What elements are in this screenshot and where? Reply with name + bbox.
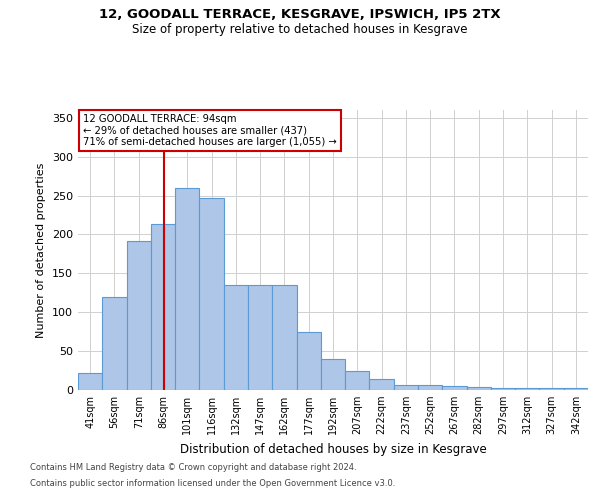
Bar	[491, 388, 515, 390]
Text: Contains public sector information licensed under the Open Government Licence v3: Contains public sector information licen…	[30, 478, 395, 488]
Bar	[224, 285, 248, 390]
Bar	[296, 332, 321, 390]
Text: Size of property relative to detached houses in Kesgrave: Size of property relative to detached ho…	[132, 22, 468, 36]
Text: 12, GOODALL TERRACE, KESGRAVE, IPSWICH, IP5 2TX: 12, GOODALL TERRACE, KESGRAVE, IPSWICH, …	[99, 8, 501, 20]
Bar	[321, 359, 345, 390]
Bar	[515, 388, 539, 390]
Bar	[418, 386, 442, 390]
Bar	[467, 387, 491, 390]
Y-axis label: Number of detached properties: Number of detached properties	[37, 162, 46, 338]
Bar	[127, 240, 151, 390]
Text: 12 GOODALL TERRACE: 94sqm
← 29% of detached houses are smaller (437)
71% of semi: 12 GOODALL TERRACE: 94sqm ← 29% of detac…	[83, 114, 337, 148]
Text: Contains HM Land Registry data © Crown copyright and database right 2024.: Contains HM Land Registry data © Crown c…	[30, 464, 356, 472]
Bar	[345, 372, 370, 390]
Bar	[199, 198, 224, 390]
Bar	[175, 188, 199, 390]
Bar	[102, 296, 127, 390]
Bar	[370, 379, 394, 390]
Bar	[442, 386, 467, 390]
Bar	[248, 285, 272, 390]
Bar	[394, 384, 418, 390]
Bar	[564, 388, 588, 390]
Bar	[272, 285, 296, 390]
Text: Distribution of detached houses by size in Kesgrave: Distribution of detached houses by size …	[179, 442, 487, 456]
Bar	[539, 388, 564, 390]
Bar	[151, 224, 175, 390]
Bar	[78, 373, 102, 390]
